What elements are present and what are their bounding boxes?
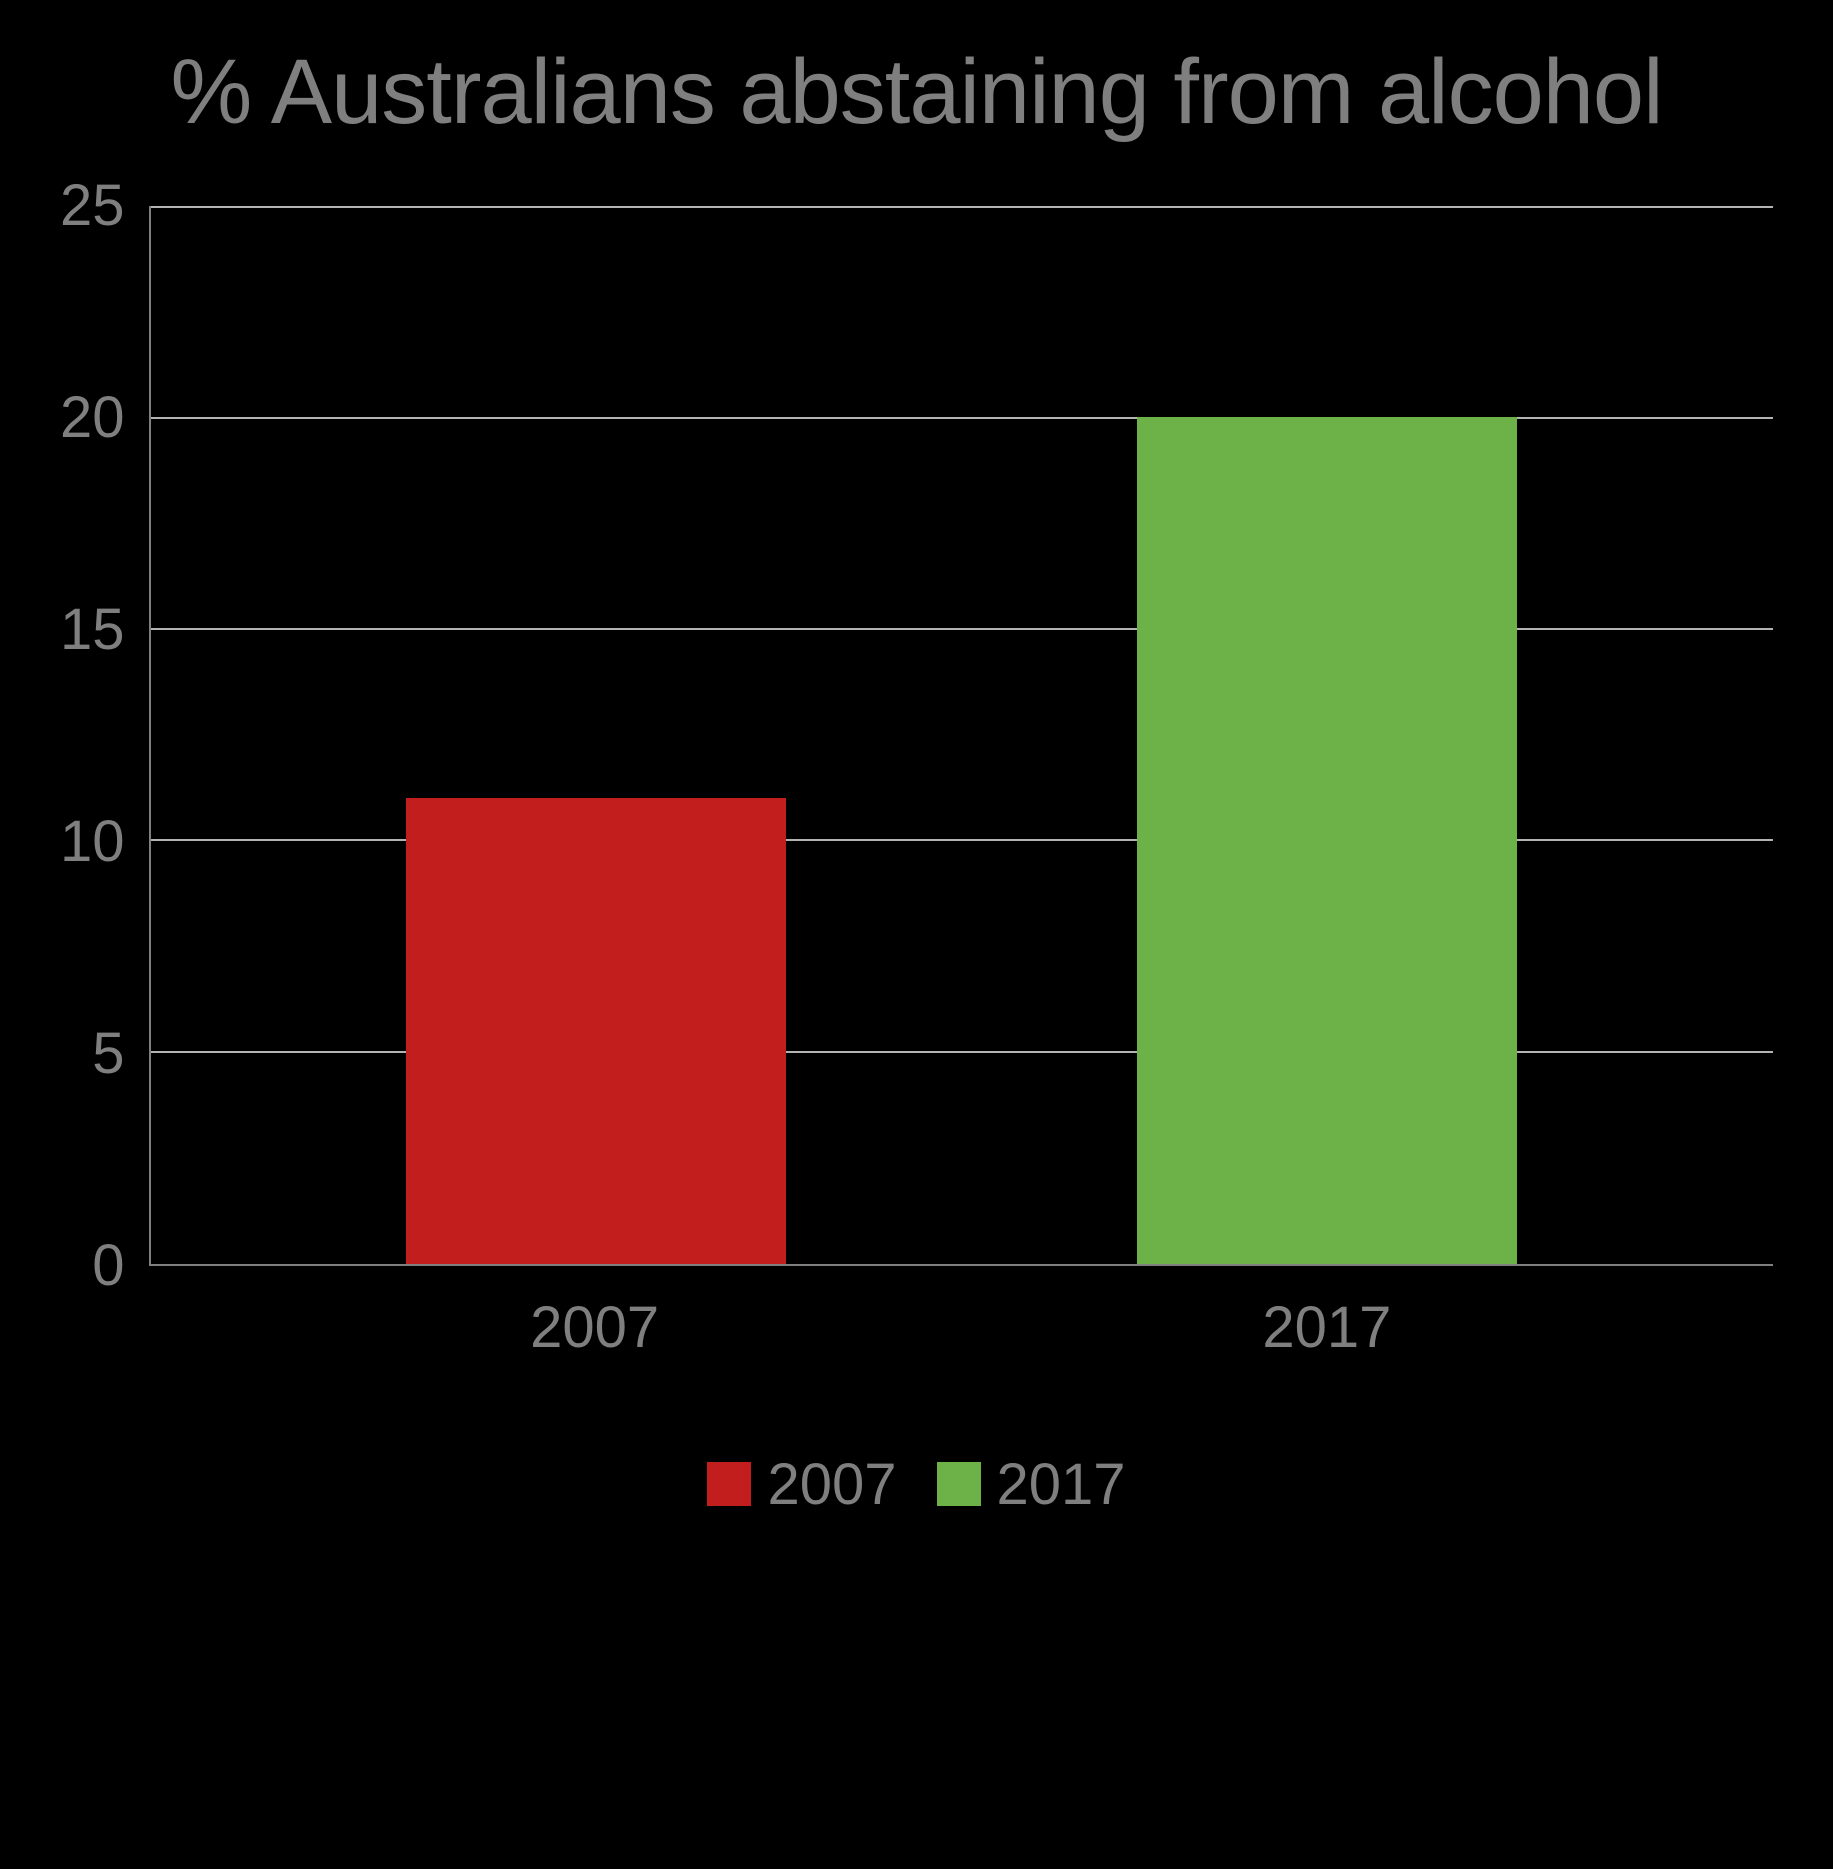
y-axis: 2520151050 [60,206,149,1266]
plot-wrap: 2520151050 [60,206,1773,1266]
legend-label: 2017 [997,1451,1126,1518]
x-tick-label: 2007 [405,1294,785,1361]
bar-chart: % Australians abstaining from alcohol 25… [60,40,1773,1518]
legend-swatch [707,1462,751,1506]
x-axis-wrap: 2007 2017 [60,1266,1773,1361]
bar-2017 [1137,417,1517,1263]
legend-item-2017: 2017 [937,1451,1126,1518]
chart-title: % Australians abstaining from alcohol [60,40,1773,146]
legend-label: 2007 [767,1451,896,1518]
x-tick-label: 2017 [1137,1294,1517,1361]
legend-swatch [937,1462,981,1506]
x-axis: 2007 2017 [149,1266,1773,1361]
plot-area [149,206,1773,1266]
bar-2007 [406,798,786,1264]
bars [151,206,1773,1264]
legend-item-2007: 2007 [707,1451,896,1518]
legend: 2007 2017 [60,1451,1773,1518]
